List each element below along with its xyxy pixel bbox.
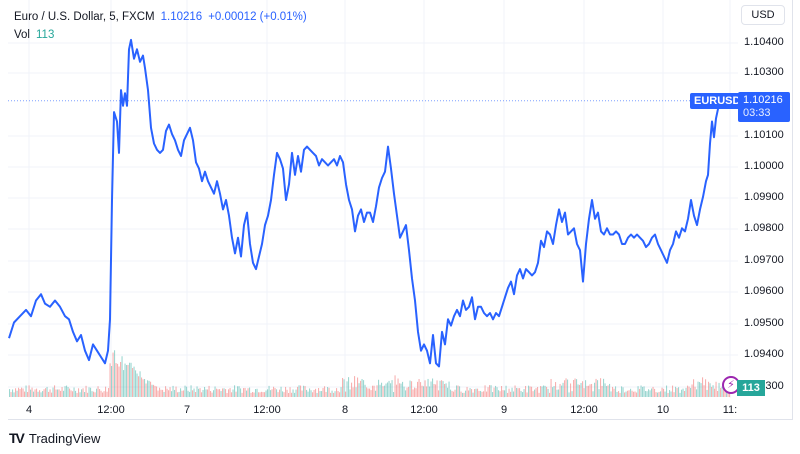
price-tick-label: 1.09500 xyxy=(744,317,784,329)
volume-value: 113 xyxy=(36,29,55,41)
tradingview-logo-icon: TV xyxy=(9,430,25,446)
time-tick-label: 4 xyxy=(25,404,33,416)
price-tick-label: 1.10000 xyxy=(744,160,784,172)
time-tick-label: 7 xyxy=(183,404,191,416)
price-tick-label: 1.09800 xyxy=(744,222,784,234)
price-tick-label: 1.09900 xyxy=(744,191,784,203)
time-tick-label: 11: xyxy=(722,404,738,416)
brand-name: TradingView xyxy=(28,430,101,446)
price-tick-label: 1.09700 xyxy=(744,254,784,266)
volume-label[interactable]: Vol xyxy=(14,29,30,41)
price-tick-label: 1.09400 xyxy=(744,348,784,360)
currency-button[interactable]: USD xyxy=(741,5,785,25)
current-price-value: 1.10216 xyxy=(743,94,783,106)
plot-area[interactable] xyxy=(8,0,793,420)
price-tick-label: 1.10100 xyxy=(744,129,784,141)
price-tick-label: 1.10300 xyxy=(744,66,784,78)
price-tick-label: 1.10400 xyxy=(744,36,784,48)
chart-legend: Euro / U.S. Dollar, 5, FXCM 1.10216 +0.000… xyxy=(14,8,307,44)
time-tick-label: 12:00 xyxy=(410,404,438,416)
time-tick-label: 10 xyxy=(656,404,670,416)
symbol-price-label: EURUSD xyxy=(690,93,745,109)
current-price-tag: 1.10216 03:33 xyxy=(738,92,790,122)
price-chart[interactable] xyxy=(0,0,800,420)
time-tick-label: 9 xyxy=(500,404,508,416)
symbol-description[interactable]: Euro / U.S. Dollar, 5, FXCM xyxy=(14,11,155,23)
volume-last-tag: 113 xyxy=(737,380,765,396)
price-tick-label: 1.09600 xyxy=(744,285,784,297)
tradingview-attribution[interactable]: TV TradingView xyxy=(9,430,100,446)
time-tick-label: 12:00 xyxy=(570,404,598,416)
time-tick-label: 12:00 xyxy=(253,404,281,416)
time-tick-label: 8 xyxy=(341,404,349,416)
last-price: 1.10216 xyxy=(160,11,203,23)
bar-countdown: 03:33 xyxy=(743,107,771,119)
time-tick-label: 12:00 xyxy=(97,404,125,416)
price-change: +0.00012 (+0.01%) xyxy=(208,11,307,23)
